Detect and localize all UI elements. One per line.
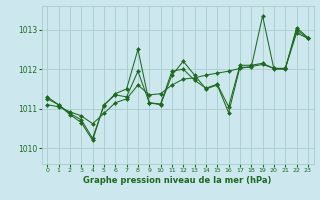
X-axis label: Graphe pression niveau de la mer (hPa): Graphe pression niveau de la mer (hPa) <box>84 176 272 185</box>
